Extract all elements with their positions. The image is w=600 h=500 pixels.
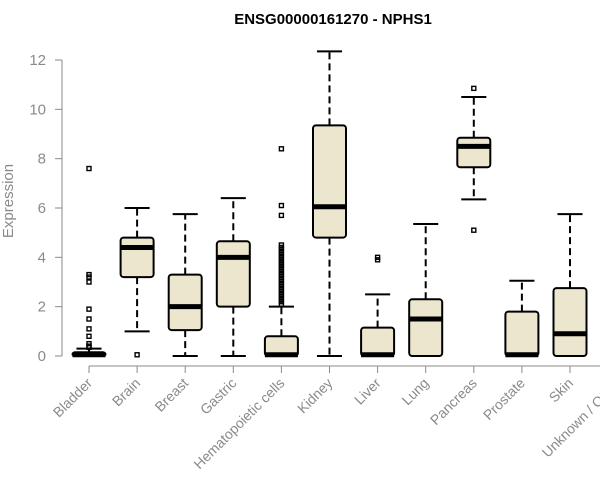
y-tick-label: 8	[38, 151, 46, 168]
y-axis: 0 2 4 6 8 10 12	[29, 52, 63, 365]
y-axis-label: Expression	[0, 164, 17, 238]
x-tick-label: Gastric	[197, 375, 240, 418]
outlier-point	[86, 279, 92, 285]
y-tick-label: 6	[38, 200, 46, 217]
iqr-box	[552, 287, 588, 357]
outlier-point	[278, 301, 285, 307]
box-breast	[167, 213, 203, 357]
x-tick-label: Brain	[109, 375, 143, 409]
box-skin	[552, 213, 588, 357]
iqr-box	[312, 124, 347, 239]
box-prostate	[504, 279, 540, 358]
outlier-point	[278, 212, 285, 219]
y-tick-label: 2	[38, 299, 46, 316]
x-tick-label: Pancreas	[427, 375, 480, 428]
y-tick-label: 10	[29, 101, 46, 118]
box-pancreas	[456, 85, 492, 233]
x-tick-label: Skin	[546, 375, 577, 406]
box-hematopoietic-cells	[263, 146, 299, 358]
outlier-point	[86, 316, 92, 322]
y-tick-label: 0	[38, 348, 46, 365]
box-liver	[360, 254, 396, 358]
outlier-point	[86, 306, 92, 312]
box-bladder	[71, 165, 107, 358]
box-kidney	[312, 50, 347, 357]
iqr-box	[456, 136, 492, 169]
outlier-point	[471, 227, 477, 233]
iqr-box	[215, 240, 251, 308]
y-tick-label: 4	[38, 249, 46, 266]
outlier-point	[86, 274, 92, 280]
x-tick-label: Breast	[151, 375, 191, 415]
outlier-point	[86, 344, 92, 351]
iqr-box	[360, 326, 396, 357]
iqr-box	[504, 310, 540, 358]
boxes-layer	[71, 50, 588, 358]
iqr-box	[119, 236, 155, 279]
x-tick-label: Liver	[351, 375, 384, 408]
outlier-point	[86, 333, 92, 339]
outlier-point	[471, 85, 477, 92]
x-tick-label: Kidney	[294, 375, 336, 417]
x-tick-label: Lung	[398, 375, 431, 408]
outlier-point	[86, 165, 92, 172]
outlier-point	[134, 352, 140, 358]
outlier-point	[278, 202, 285, 209]
x-tick-label: Hematopoietic cells	[190, 375, 287, 472]
y-tick-label: 12	[29, 52, 46, 69]
chart-title: ENSG00000161270 - NPHS1	[234, 11, 432, 28]
x-tick-label: Prostate	[480, 375, 528, 423]
outlier-point	[278, 146, 285, 152]
x-tick-label: Bladder	[50, 375, 96, 421]
box-brain	[119, 207, 155, 358]
outlier-point	[374, 257, 381, 263]
box-lung	[408, 223, 444, 357]
outlier-point	[86, 326, 92, 332]
iqr-box	[167, 273, 203, 332]
iqr-box	[408, 298, 444, 357]
box-gastric	[215, 197, 251, 357]
